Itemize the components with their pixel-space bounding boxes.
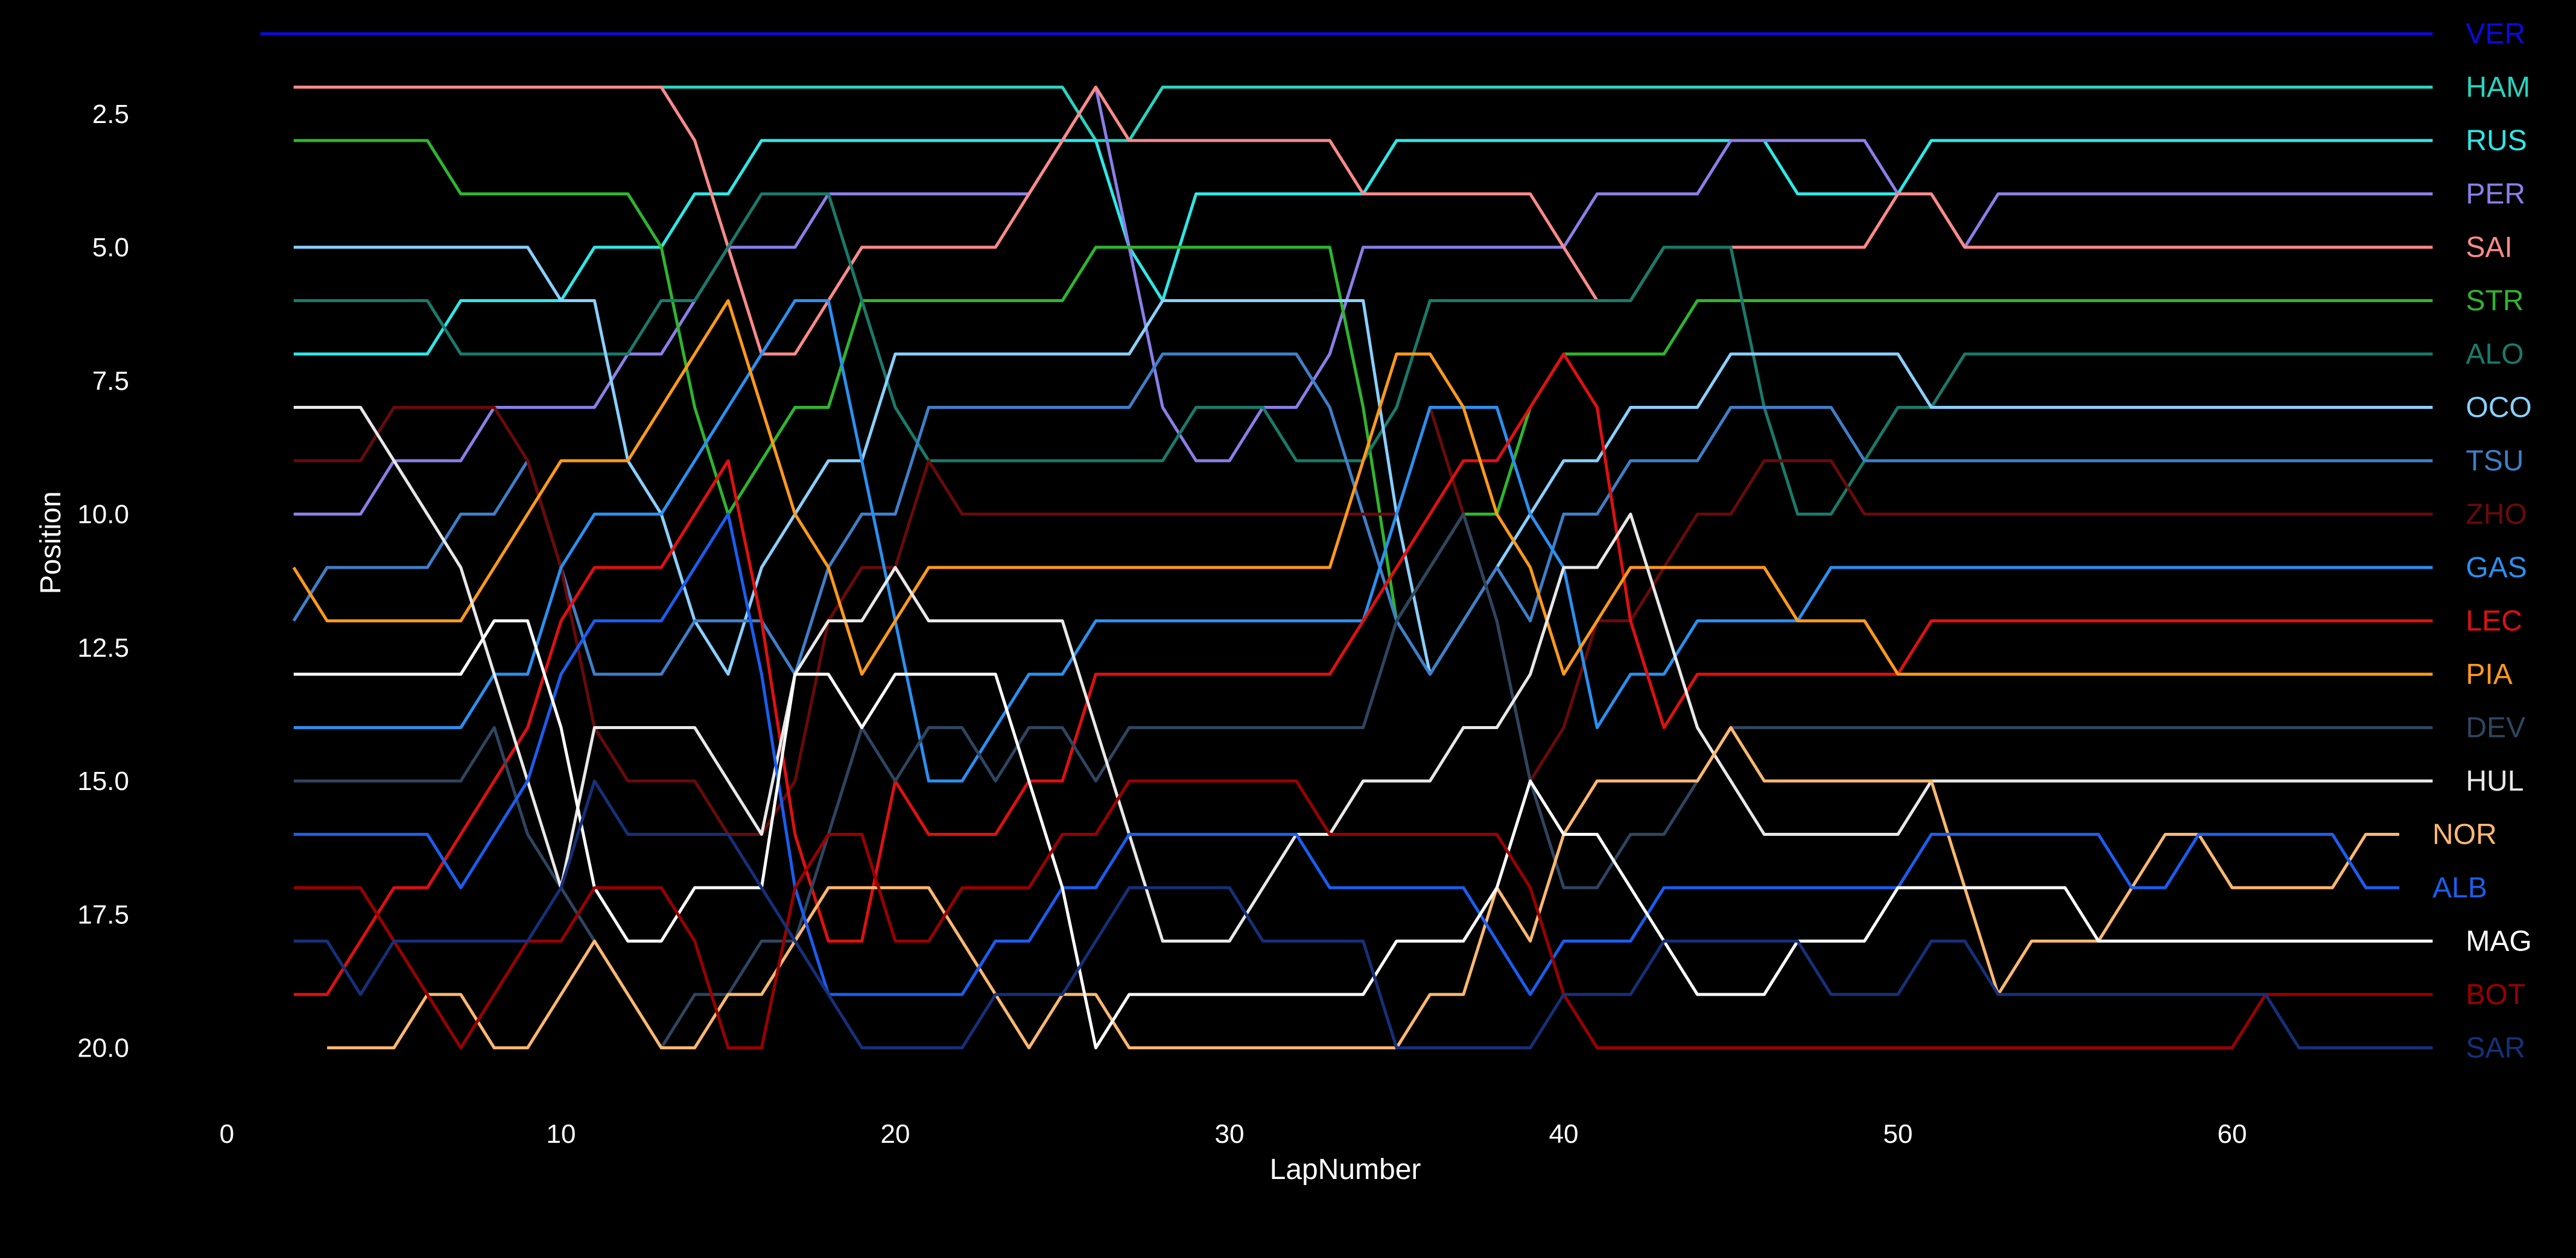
series-label-str: STR xyxy=(2466,285,2524,317)
x-tick-label: 0 xyxy=(220,1119,234,1149)
y-axis-ticks: 2.5 5.0 7.5 10.0 12.5 15.0 17.5 20.0 xyxy=(77,100,129,1063)
series-line-str xyxy=(293,139,2433,622)
series-label-per: PER xyxy=(2466,179,2525,210)
x-tick-label: 40 xyxy=(1549,1119,1579,1149)
x-axis-ticks: 0 10 20 30 40 50 60 xyxy=(220,1119,2247,1149)
y-tick-label: 15.0 xyxy=(77,766,129,796)
series-line-pia xyxy=(292,299,2433,676)
y-tick-label: 12.5 xyxy=(77,633,129,663)
y-tick-label: 10.0 xyxy=(77,500,129,529)
series-label-rus: RUS xyxy=(2466,125,2527,157)
y-tick-label: 7.5 xyxy=(92,366,129,396)
series-label-sai: SAI xyxy=(2466,232,2512,264)
x-tick-label: 20 xyxy=(881,1119,910,1149)
series-label-ver: VER xyxy=(2466,18,2525,50)
series-label-pia: PIA xyxy=(2466,659,2512,691)
series-label-zho: ZHO xyxy=(2466,499,2527,531)
series-label-hul: HUL xyxy=(2466,765,2524,797)
series-label-oco: OCO xyxy=(2466,392,2531,424)
series-label-alo: ALO xyxy=(2466,338,2524,370)
x-tick-label: 30 xyxy=(1215,1119,1245,1149)
y-tick-label: 20.0 xyxy=(77,1034,129,1063)
y-tick-label: 17.5 xyxy=(77,900,129,929)
series-line-oco xyxy=(293,245,2433,676)
series-line-sar xyxy=(293,779,2433,1049)
x-tick-label: 50 xyxy=(1883,1119,1913,1149)
series-label-gas: GAS xyxy=(2466,552,2527,584)
series-line-sai xyxy=(293,86,2433,356)
series-label-sar: SAR xyxy=(2466,1032,2525,1064)
series-line-lec xyxy=(293,352,2433,996)
series-labels: VER HAM RUS PER SAI STR ALO OCO TSU ZHO GAS LEC PIA D… xyxy=(2432,18,2532,1064)
series-line-nor xyxy=(327,726,2399,1049)
series-line-mag xyxy=(293,619,2433,1049)
series-label-lec: LEC xyxy=(2466,605,2522,637)
series-line-per xyxy=(293,86,2433,516)
series-label-dev: DEV xyxy=(2466,712,2525,744)
series-label-bot: BOT xyxy=(2466,979,2525,1011)
y-tick-label: 2.5 xyxy=(92,100,129,129)
series-label-mag: MAG xyxy=(2466,926,2531,958)
series-label-alb: ALB xyxy=(2432,872,2487,904)
x-tick-label: 10 xyxy=(547,1119,576,1149)
y-tick-label: 5.0 xyxy=(92,233,129,262)
series-line-hul xyxy=(293,406,2433,943)
y-axis-label: Position xyxy=(35,492,67,595)
series-line-alb xyxy=(293,513,2399,996)
x-tick-label: 60 xyxy=(2218,1119,2247,1149)
series-label-ham: HAM xyxy=(2466,72,2530,104)
series-label-nor: NOR xyxy=(2432,819,2497,851)
series-line-zho xyxy=(293,406,2433,836)
series-lines xyxy=(260,32,2433,1049)
series-line-bot xyxy=(293,779,2433,1049)
x-axis-label: LapNumber xyxy=(1270,1154,1421,1186)
series-label-tsu: TSU xyxy=(2466,445,2524,477)
